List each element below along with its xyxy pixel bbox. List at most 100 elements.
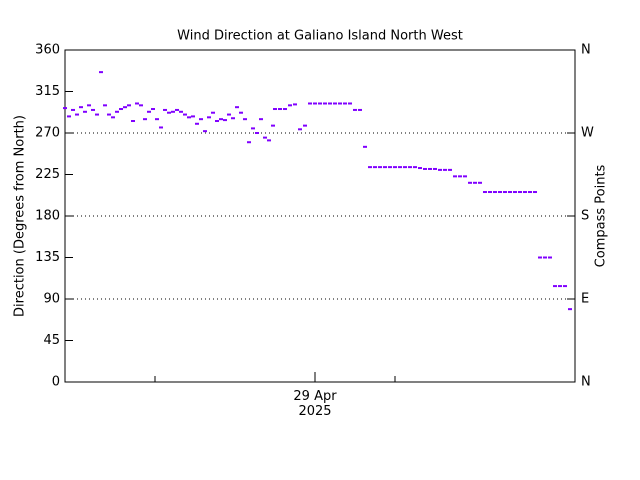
data-point [308, 102, 312, 105]
data-point [87, 104, 91, 107]
y2-tick-label: N [581, 43, 591, 58]
y-tick-label: 135 [35, 250, 60, 265]
data-point [219, 118, 223, 121]
data-point [428, 167, 432, 170]
data-point [433, 167, 437, 170]
data-point [528, 191, 532, 194]
data-point [215, 120, 219, 123]
data-point [199, 118, 203, 121]
data-point [243, 118, 247, 121]
data-point [348, 102, 352, 105]
data-point [267, 139, 271, 142]
data-point [195, 122, 199, 125]
data-point [251, 127, 255, 130]
data-point [438, 168, 442, 171]
data-point [508, 191, 512, 194]
data-point [543, 256, 547, 259]
data-point [558, 285, 562, 288]
data-point [107, 113, 111, 116]
y2-tick-label: S [581, 209, 589, 224]
data-point [288, 104, 292, 107]
data-point [147, 110, 151, 113]
y2-axis-label: Compass Points [594, 164, 609, 267]
x-tick-label: 29 Apr 2025 [293, 389, 337, 419]
data-point [368, 166, 372, 169]
data-point [273, 108, 277, 111]
y-tick-label: 45 [43, 333, 60, 348]
data-point [163, 108, 167, 111]
data-point [207, 116, 211, 119]
y-tick-label: 180 [35, 209, 60, 224]
data-point [493, 191, 497, 194]
data-point [293, 103, 297, 106]
data-point [388, 166, 392, 169]
data-point [553, 285, 557, 288]
data-point [227, 113, 231, 116]
data-point [203, 130, 207, 133]
data-point [468, 181, 472, 184]
data-point [413, 166, 417, 169]
data-point [255, 132, 259, 134]
data-point [183, 113, 187, 116]
data-point [313, 102, 317, 105]
data-point [518, 191, 522, 194]
data-point [231, 117, 235, 120]
data-point [91, 108, 95, 111]
data-point [443, 168, 447, 171]
data-point [211, 111, 215, 114]
data-point [538, 256, 542, 259]
data-point [127, 104, 131, 107]
data-point [383, 166, 387, 169]
y-axis-label: Direction (Degrees from North) [13, 115, 28, 317]
data-point [488, 191, 492, 194]
data-point [563, 285, 567, 288]
data-point [99, 71, 103, 74]
data-point [408, 166, 412, 169]
y-tick-label: 360 [35, 43, 60, 58]
data-point [259, 118, 263, 121]
data-point [338, 102, 342, 105]
y2-tick-label: N [581, 375, 591, 390]
data-point [235, 106, 239, 109]
data-point [473, 181, 477, 184]
data-point [373, 166, 377, 169]
chart-title: Wind Direction at Galiano Island North W… [177, 29, 463, 44]
data-point [423, 167, 427, 170]
data-point [283, 108, 287, 111]
data-point [533, 191, 537, 194]
data-point [483, 191, 487, 194]
data-point [103, 104, 107, 107]
data-point [403, 166, 407, 169]
y-tick-label: 0 [52, 375, 60, 390]
y-tick-label: 315 [35, 84, 60, 99]
data-point [63, 107, 67, 110]
data-point [223, 119, 227, 122]
data-point [463, 175, 467, 178]
y-tick-label: 270 [35, 126, 60, 141]
y2-tick-label: W [581, 126, 594, 141]
data-point [418, 167, 422, 170]
data-point [298, 128, 302, 131]
data-point [67, 115, 71, 118]
data-point [171, 110, 175, 113]
data-point [363, 145, 367, 148]
data-point [523, 191, 527, 194]
data-point [79, 106, 83, 109]
data-point [498, 191, 502, 194]
data-point [123, 106, 127, 109]
data-point [318, 102, 322, 105]
y-tick-label: 225 [35, 167, 60, 182]
data-point [95, 113, 99, 116]
data-point [179, 110, 183, 113]
data-point [139, 104, 143, 107]
data-point [448, 168, 452, 171]
data-point [353, 108, 357, 111]
data-point [271, 124, 275, 127]
data-point [513, 191, 517, 194]
data-point [278, 108, 282, 111]
data-point [131, 120, 135, 123]
data-point [568, 308, 572, 311]
y2-tick-label: E [581, 292, 589, 307]
data-point [187, 116, 191, 119]
